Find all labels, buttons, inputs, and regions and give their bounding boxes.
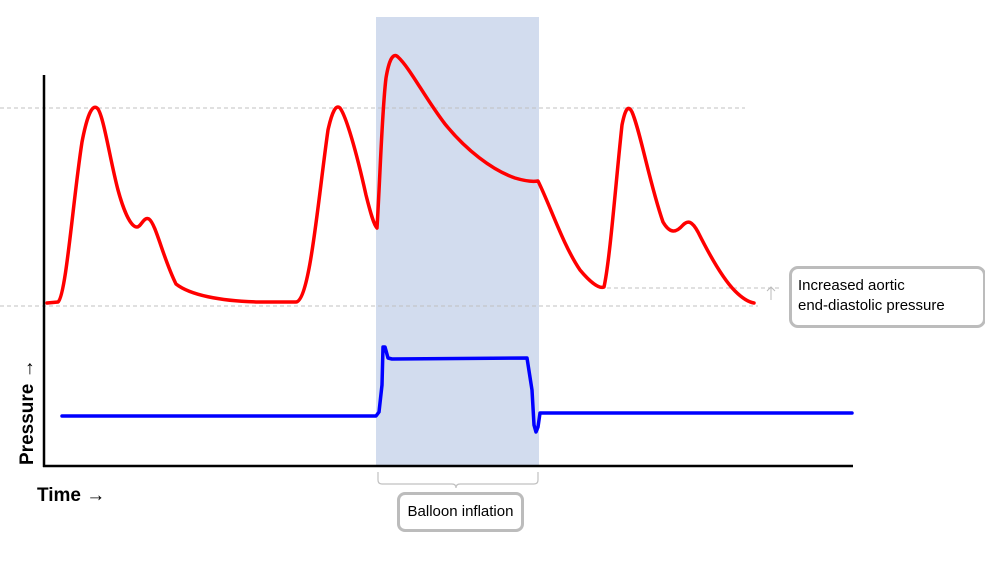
up-arrow-icon <box>766 286 776 300</box>
y-axis-label: Pressure → <box>17 359 38 465</box>
balloon-pressure-trace <box>60 345 854 434</box>
aortic-pressure-callout: Increased aortic end-diastolic pressure <box>789 266 985 328</box>
balloon-inflation-region <box>376 17 539 465</box>
aortic-pressure-trace <box>45 53 756 305</box>
balloon-inflation-bracket <box>377 472 539 489</box>
x-axis-label: Time → <box>37 485 105 506</box>
balloon-inflation-callout: Balloon inflation <box>397 492 524 532</box>
aortic-callout-line-1: Increased aortic <box>798 277 905 294</box>
aortic-callout-line-2: end-diastolic pressure <box>798 297 945 314</box>
balloon-callout-label: Balloon inflation <box>407 503 514 520</box>
